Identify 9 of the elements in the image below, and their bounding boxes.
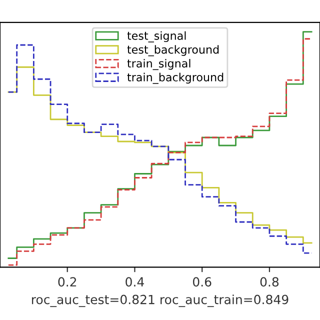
x-tick-label: 0.2 <box>58 277 76 287</box>
legend-label: test_background <box>127 45 219 56</box>
x-axis-title: roc_auc_test=0.821 roc_auc_train=0.849 <box>32 294 288 308</box>
x-tick-label: 0.6 <box>192 277 212 287</box>
legend-label: train_background <box>127 72 224 84</box>
x-tick-label: 0.8 <box>260 277 279 287</box>
legend-label: train_signal <box>127 58 190 70</box>
x-tick-label: 0.4 <box>126 277 144 287</box>
legend-label: test_signal <box>127 31 186 42</box>
